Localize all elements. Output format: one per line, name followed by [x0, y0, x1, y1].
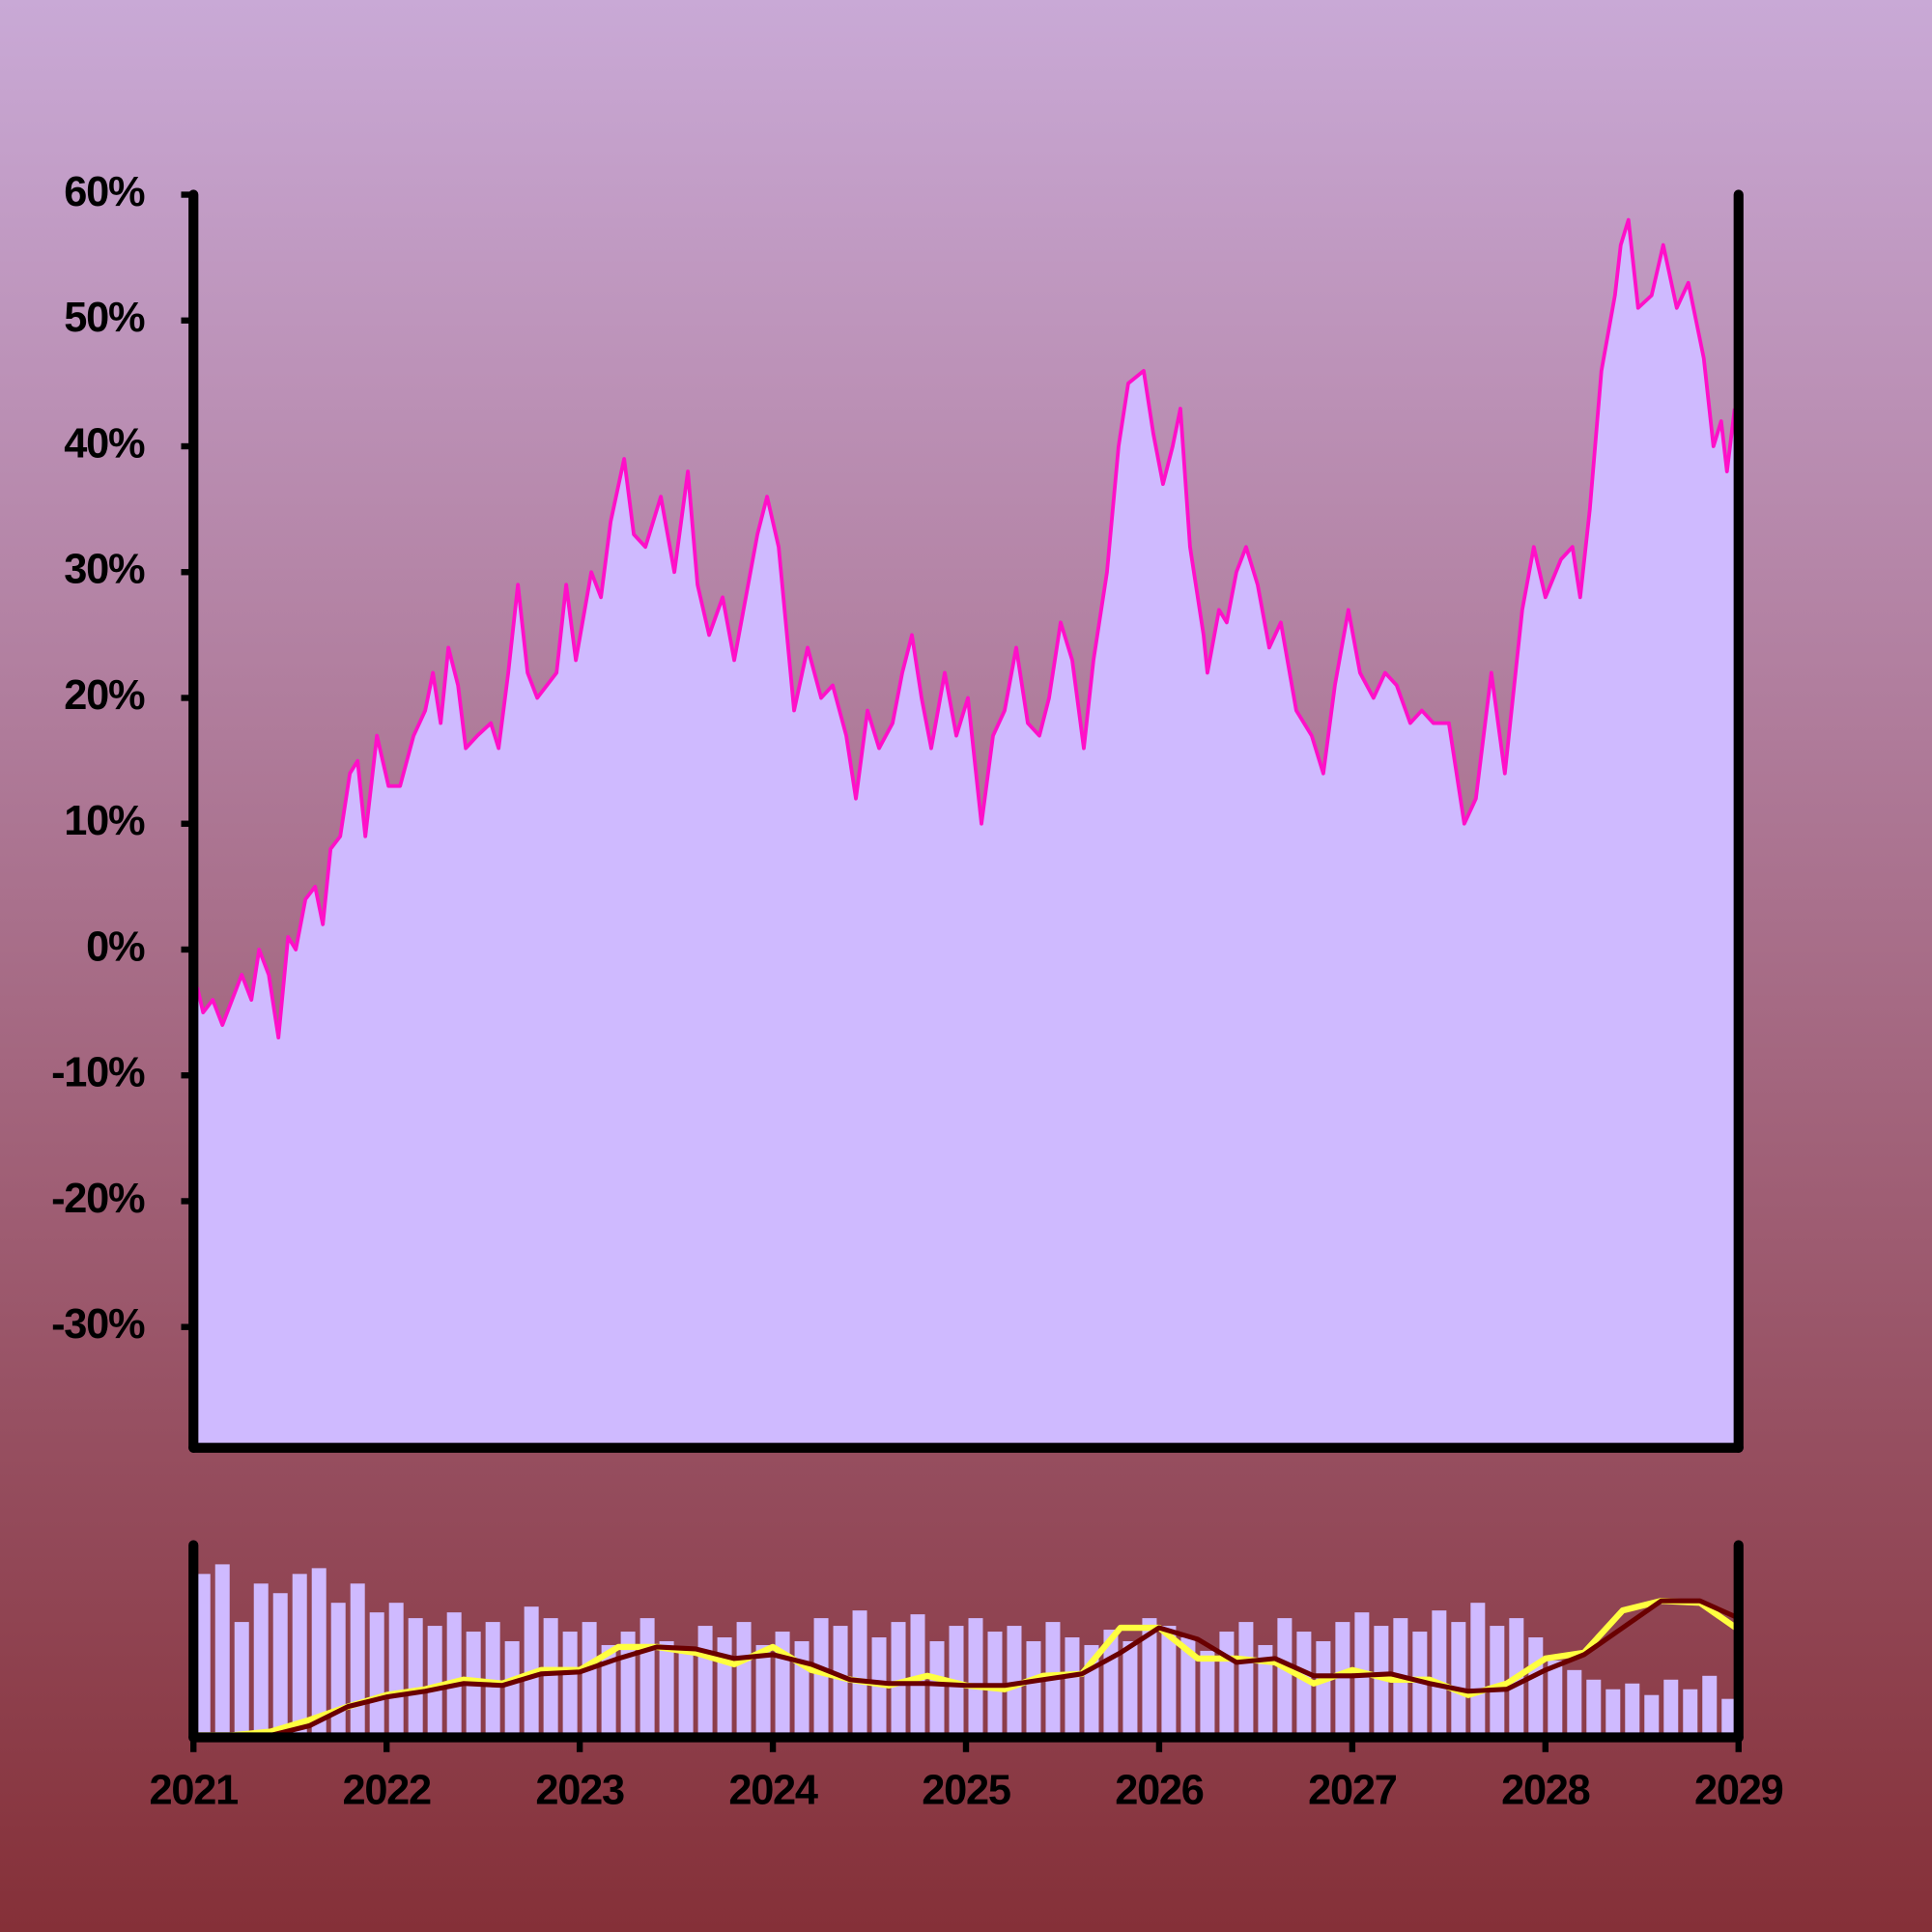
volume-bar: [601, 1644, 616, 1738]
volume-bar: [1316, 1640, 1331, 1738]
volume-bar: [1065, 1637, 1080, 1738]
volume-bar: [1586, 1679, 1602, 1738]
x-tick-label: 2024: [728, 1767, 818, 1813]
volume-bar: [582, 1622, 597, 1738]
volume-bar: [755, 1644, 771, 1738]
volume-bar: [1122, 1640, 1138, 1738]
x-tick-label: 2022: [343, 1767, 432, 1813]
moving-average: [193, 1598, 1740, 1741]
volume-bar: [1277, 1618, 1293, 1738]
volume-bar: [1663, 1679, 1679, 1738]
volume-bar: [214, 1564, 230, 1738]
volume-bar: [736, 1622, 752, 1738]
y-tick-label: 20%: [64, 672, 145, 719]
y-tick-label: -20%: [51, 1176, 145, 1222]
volume-bar: [1528, 1637, 1544, 1738]
volume-bar: [311, 1568, 327, 1738]
y-tick-label: 60%: [64, 169, 145, 215]
volume-bar: [1258, 1644, 1273, 1738]
volume-bar: [929, 1640, 945, 1738]
x-tick-label: 2026: [1115, 1767, 1204, 1813]
volume-bar: [1219, 1632, 1235, 1738]
volume-bar: [968, 1618, 983, 1738]
volume-bar: [1625, 1683, 1640, 1738]
volume-bar: [350, 1583, 365, 1738]
volume-bar: [1296, 1632, 1312, 1738]
volume-bar: [427, 1626, 442, 1738]
volume-bar: [1161, 1626, 1177, 1738]
volume-bar: [1374, 1626, 1389, 1738]
volume-bar: [1180, 1637, 1196, 1738]
volume-bar: [697, 1626, 713, 1738]
area: [197, 219, 1735, 1448]
x-tick-label: 2021: [150, 1767, 239, 1813]
volume-bar: [1335, 1622, 1350, 1738]
y-tick-label: 30%: [64, 547, 145, 593]
x-tick-label: 2027: [1308, 1767, 1397, 1813]
volume-bar: [446, 1612, 462, 1738]
volume-bar: [639, 1618, 655, 1738]
y-tick-label: -10%: [51, 1050, 145, 1096]
volume-bar: [1644, 1694, 1660, 1738]
volume-bar: [234, 1622, 249, 1738]
volume-bar: [678, 1650, 694, 1738]
x-tick-label: 2029: [1694, 1767, 1783, 1813]
volume-bar: [195, 1574, 211, 1738]
volume-bar: [562, 1632, 578, 1738]
plot-data: 60% 50% 40% 30% 20% 10% 0% -10% -20% -30%: [51, 169, 1741, 1741]
y-tick-label: 50%: [64, 295, 145, 341]
volume-bar: [408, 1618, 423, 1738]
volume-bar: [1721, 1698, 1737, 1738]
x-tick-label: 2025: [922, 1767, 1010, 1813]
volume-bar: [1142, 1618, 1157, 1738]
volume-bar: [1683, 1689, 1698, 1738]
volume-bar: [1026, 1640, 1041, 1738]
x-tick-label: 2028: [1501, 1767, 1590, 1813]
x-tick-label: 2023: [535, 1767, 624, 1813]
volume-bar: [1412, 1632, 1428, 1738]
volume-bar: [659, 1640, 674, 1738]
volume-bar: [1702, 1675, 1718, 1738]
volume-bar: [543, 1618, 558, 1738]
volume-bar: [253, 1583, 269, 1738]
volume-bar: [1451, 1622, 1466, 1738]
volume-bar: [292, 1574, 307, 1738]
volume-bar: [833, 1626, 848, 1738]
volume-bar: [813, 1618, 829, 1738]
volume-bar: [1605, 1689, 1621, 1738]
volume-bar: [1432, 1610, 1447, 1738]
line: [195, 217, 1737, 1040]
volume-bar: [504, 1640, 520, 1738]
volume-bar: [1470, 1603, 1486, 1738]
y-tick-label: 0%: [86, 923, 145, 970]
volume-bar: [871, 1637, 887, 1738]
volume-bar: [794, 1640, 810, 1738]
y-tick-label: 10%: [64, 798, 145, 844]
volume-bar: [330, 1603, 346, 1738]
y-tick-label: -30%: [51, 1301, 145, 1348]
volume-bar: [369, 1612, 384, 1738]
volume-bar: [852, 1610, 867, 1738]
volume-bar: [388, 1603, 404, 1738]
volume-bar: [1238, 1622, 1254, 1738]
volume-bar: [1200, 1650, 1215, 1738]
volume-bar: [1548, 1660, 1563, 1738]
volume-bar: [1567, 1669, 1582, 1738]
volume-bar: [272, 1593, 288, 1738]
y-tick-label: 40%: [64, 420, 145, 467]
volume-bar: [891, 1622, 906, 1738]
volume-bar: [1490, 1626, 1505, 1738]
